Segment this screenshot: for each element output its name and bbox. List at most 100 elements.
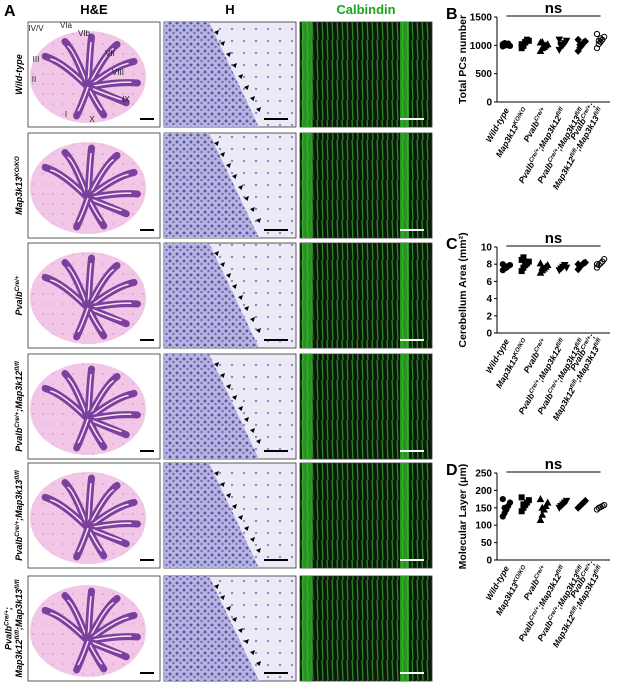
data-point bbox=[576, 40, 584, 49]
arrowhead bbox=[232, 617, 237, 622]
superscript: KO/KO bbox=[512, 106, 527, 126]
data-point bbox=[542, 502, 550, 510]
y-axis-label: Cerebellum Area (mm²) bbox=[457, 232, 469, 347]
data-point bbox=[538, 37, 547, 45]
column-header: Calbindin bbox=[336, 2, 395, 17]
white-matter bbox=[77, 86, 89, 112]
lobule-label: III bbox=[33, 55, 40, 64]
arrowhead bbox=[250, 537, 255, 542]
superscript: KO/KO bbox=[512, 337, 527, 357]
row-label-line: PvalbCre/+;Map3k13fl/fl bbox=[14, 470, 25, 561]
arrowhead bbox=[226, 606, 231, 611]
arrowhead bbox=[214, 251, 219, 256]
y-tick-label: 200 bbox=[475, 486, 492, 497]
granular-layer bbox=[164, 463, 259, 568]
calbindin-image bbox=[299, 353, 433, 460]
label-text: Map3k12 bbox=[14, 639, 24, 677]
data-point bbox=[506, 261, 514, 269]
data-point bbox=[536, 495, 545, 503]
data-point bbox=[555, 36, 564, 44]
arrowhead bbox=[250, 428, 255, 433]
superscript: fl/fl bbox=[14, 579, 21, 589]
data-point bbox=[538, 263, 547, 271]
granular-layer bbox=[164, 22, 259, 127]
data-point bbox=[601, 33, 608, 40]
superscript: fl/fl bbox=[569, 378, 579, 389]
data-point bbox=[540, 42, 548, 51]
superscript: fl/fl bbox=[555, 337, 565, 348]
lobule-label: IV/V bbox=[28, 24, 44, 33]
calbindin-image bbox=[299, 462, 433, 569]
data-point bbox=[597, 35, 604, 42]
y-tick-label: 8 bbox=[486, 260, 492, 271]
lobule-label: X bbox=[89, 115, 95, 124]
row-label-line: PvalbCre/+ bbox=[14, 275, 25, 315]
y-tick-label: 0 bbox=[486, 556, 492, 567]
superscript: fl/fl bbox=[574, 337, 584, 348]
y-tick-label: 50 bbox=[481, 538, 493, 549]
lobule-label: I bbox=[65, 110, 67, 119]
pc-layer bbox=[400, 22, 409, 127]
y-tick-label: 10 bbox=[481, 243, 493, 254]
granular-layer bbox=[164, 354, 259, 459]
label-text: ; bbox=[587, 332, 597, 340]
superscript: KO/KO bbox=[14, 156, 21, 177]
pc-layer bbox=[302, 243, 312, 348]
superscript: fl/fl bbox=[14, 470, 21, 480]
data-point bbox=[543, 498, 552, 506]
column-header: H bbox=[225, 2, 234, 17]
label-text: ;Map3k13 bbox=[14, 589, 24, 630]
data-point bbox=[562, 37, 571, 45]
arrowhead bbox=[244, 417, 249, 422]
row-label-line: Wild-type bbox=[14, 54, 24, 94]
arrowhead bbox=[226, 273, 231, 278]
data-point bbox=[499, 496, 506, 503]
arrowhead bbox=[220, 595, 225, 600]
data-point bbox=[581, 496, 590, 505]
data-point bbox=[525, 497, 532, 504]
arrowhead bbox=[244, 196, 249, 201]
superscript: KO/KO bbox=[512, 564, 527, 584]
annotation: ns bbox=[545, 456, 563, 473]
arrowhead bbox=[214, 584, 219, 589]
superscript: fl/fl bbox=[569, 605, 579, 616]
data-point bbox=[538, 503, 547, 511]
white-matter bbox=[77, 197, 89, 223]
data-point bbox=[501, 263, 508, 270]
y-tick-label: 500 bbox=[475, 69, 492, 80]
arrowhead bbox=[226, 163, 231, 168]
row-label-line: Map3k13KO/KO bbox=[14, 156, 25, 215]
arrowhead bbox=[250, 207, 255, 212]
arrowhead bbox=[244, 85, 249, 90]
data-point bbox=[593, 30, 601, 38]
calbindin-image bbox=[299, 132, 433, 239]
data-point bbox=[543, 40, 552, 48]
arrowhead bbox=[256, 107, 261, 112]
data-point bbox=[522, 261, 529, 268]
arrowhead bbox=[220, 152, 225, 157]
lobule-label: VIII bbox=[112, 68, 124, 77]
panel-label: B bbox=[446, 6, 458, 23]
superscript: Cre/+ bbox=[14, 275, 21, 291]
arrowhead bbox=[238, 515, 243, 520]
superscript: fl/fl bbox=[593, 564, 603, 575]
data-point bbox=[593, 261, 601, 268]
y-axis-label: Total PCs number bbox=[457, 15, 469, 104]
data-point bbox=[518, 494, 525, 501]
row-label-line: PvalbCre/+;Map3k12fl/fl bbox=[14, 361, 25, 452]
data-point bbox=[501, 504, 508, 511]
arrowhead bbox=[220, 373, 225, 378]
data-point bbox=[543, 261, 552, 269]
pc-layer bbox=[400, 354, 409, 459]
granular-layer bbox=[164, 133, 259, 238]
row-label-line: Map3k12fl/fl;Map3k13fl/fl bbox=[14, 579, 25, 677]
label-text: Pvalb bbox=[4, 625, 14, 650]
pc-layer bbox=[400, 243, 409, 348]
arrowhead bbox=[232, 174, 237, 179]
superscript: Cre/+ bbox=[14, 411, 21, 427]
superscript: Cre/+ bbox=[534, 337, 547, 353]
arrowhead bbox=[238, 406, 243, 411]
arrowhead bbox=[238, 628, 243, 633]
panel-label: D bbox=[446, 462, 458, 479]
